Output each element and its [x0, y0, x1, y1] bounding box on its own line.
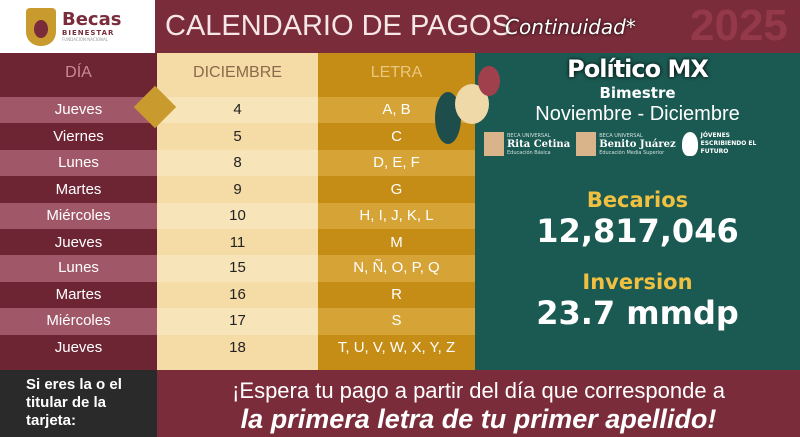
- pen-cap-icon: [681, 132, 698, 156]
- becas-bienestar-logo: Becas BIENESTAR FUNDACIÓN NACIONAL: [0, 0, 155, 53]
- program-jovenes: JÓVENES ESCRIBIENDO EL FUTURO: [681, 132, 765, 156]
- date-cell: 8: [157, 149, 318, 177]
- header-dia: DÍA: [65, 64, 92, 81]
- header-bar: [155, 0, 800, 53]
- table-row: Miércoles 17 S: [0, 308, 475, 335]
- day-cell: Viernes: [53, 128, 104, 146]
- table-row: Miércoles 10 H, I, J, K, L: [0, 202, 475, 229]
- program-small: BECA UNIVERSAL: [599, 132, 643, 139]
- date-cell: 11: [229, 233, 246, 251]
- program-name: Rita Cetina: [507, 138, 571, 150]
- program-small: BECA UNIVERSAL: [507, 132, 551, 139]
- footer-left-text: Si eres la o el titular de la tarjeta:: [0, 370, 157, 437]
- letters-cell: N, Ñ, O, P, Q: [318, 255, 475, 282]
- day-cell: Martes: [55, 180, 102, 198]
- letters-cell: C: [391, 128, 402, 146]
- day-cell: Miércoles: [0, 308, 157, 335]
- day-cell: Jueves: [0, 97, 157, 124]
- letters-cell: T, U, V, W, X, Y, Z: [337, 339, 456, 357]
- date-cell: 9: [233, 180, 242, 198]
- date-cell: 16: [229, 286, 246, 304]
- logo-line2: BIENESTAR: [62, 29, 115, 37]
- day-cell: Miércoles: [0, 202, 157, 229]
- header-diciembre: DICIEMBRE: [193, 64, 282, 81]
- date-cell: 4: [157, 97, 318, 124]
- inversion-value: 23.7 mmdp: [536, 294, 739, 332]
- table-row: Viernes 5 C: [0, 123, 475, 149]
- date-cell: 10: [157, 202, 318, 229]
- politico-mx-watermark: Político MX: [567, 55, 709, 83]
- table-row: Lunes 15 N, Ñ, O, P, Q: [0, 255, 475, 282]
- letters-cell: D, E, F: [318, 149, 475, 177]
- program-logos: BECA UNIVERSAL Rita Cetina Educación Básic…: [484, 132, 798, 156]
- bimester-period: Noviembre - Diciembre: [535, 103, 740, 125]
- table-row: Lunes 8 D, E, F: [0, 149, 475, 177]
- header-letra: LETRA: [370, 64, 423, 81]
- table-row: Jueves 18 T, U, V, W, X, Y, Z: [0, 335, 475, 361]
- day-cell: Jueves: [54, 339, 103, 357]
- ornament-icon: [478, 66, 500, 96]
- date-cell: 5: [233, 128, 242, 146]
- portrait-icon: [576, 132, 597, 156]
- date-cell: 18: [229, 339, 246, 357]
- inversion-label: Inversion: [582, 270, 693, 294]
- program-sub: Educación Básica: [507, 149, 551, 156]
- footer-line1: ¡Espera tu pago a partir del día que cor…: [232, 378, 725, 403]
- day-cell: Lunes: [0, 255, 157, 282]
- letters-cell: R: [391, 286, 402, 304]
- day-cell: Martes: [55, 286, 102, 304]
- footer-line2: la primera letra de tu primer apellido!: [240, 404, 717, 434]
- bimester-label: Bimestre: [599, 84, 676, 102]
- page-title: CALENDARIO DE PAGOS: [165, 10, 511, 42]
- logo-line3: FUNDACIÓN NACIONAL: [62, 37, 109, 42]
- day-cell: Lunes: [0, 149, 157, 177]
- program-sub: Educación Media Superior: [599, 149, 665, 156]
- logo-name: Becas: [62, 9, 122, 30]
- day-cell: Jueves: [54, 233, 103, 251]
- graduation-cap-icon: [26, 7, 56, 46]
- letters-cell: M: [390, 233, 403, 251]
- program-rita-cetina: BECA UNIVERSAL Rita Cetina Educación Básic…: [484, 132, 570, 156]
- date-cell: 17: [157, 308, 318, 335]
- letters-cell: H, I, J, K, L: [318, 202, 475, 229]
- footer-message: ¡Espera tu pago a partir del día que cor…: [157, 370, 800, 437]
- portrait-icon: [484, 132, 504, 156]
- becarios-label: Becarios: [586, 188, 689, 212]
- program-benito-juarez: BECA UNIVERSAL Benito Juárez Educación Med…: [576, 132, 676, 156]
- table-row: Martes 9 G: [0, 176, 475, 202]
- program-name: Benito Juárez: [599, 138, 676, 150]
- date-cell: 15: [157, 255, 318, 282]
- table-row: Martes 16 R: [0, 282, 475, 308]
- program-name: JÓVENES ESCRIBIENDO EL FUTURO: [700, 132, 757, 155]
- becarios-value: 12,817,046: [536, 212, 739, 250]
- table-row: Jueves 4 A, B: [0, 97, 475, 124]
- info-panel: [475, 53, 800, 370]
- page-subtitle: Continuidad*: [505, 15, 636, 39]
- year-watermark: 2025: [690, 1, 788, 50]
- letters-cell: S: [318, 308, 475, 335]
- table-row: Jueves 11 M: [0, 229, 475, 255]
- letters-cell: G: [390, 180, 403, 198]
